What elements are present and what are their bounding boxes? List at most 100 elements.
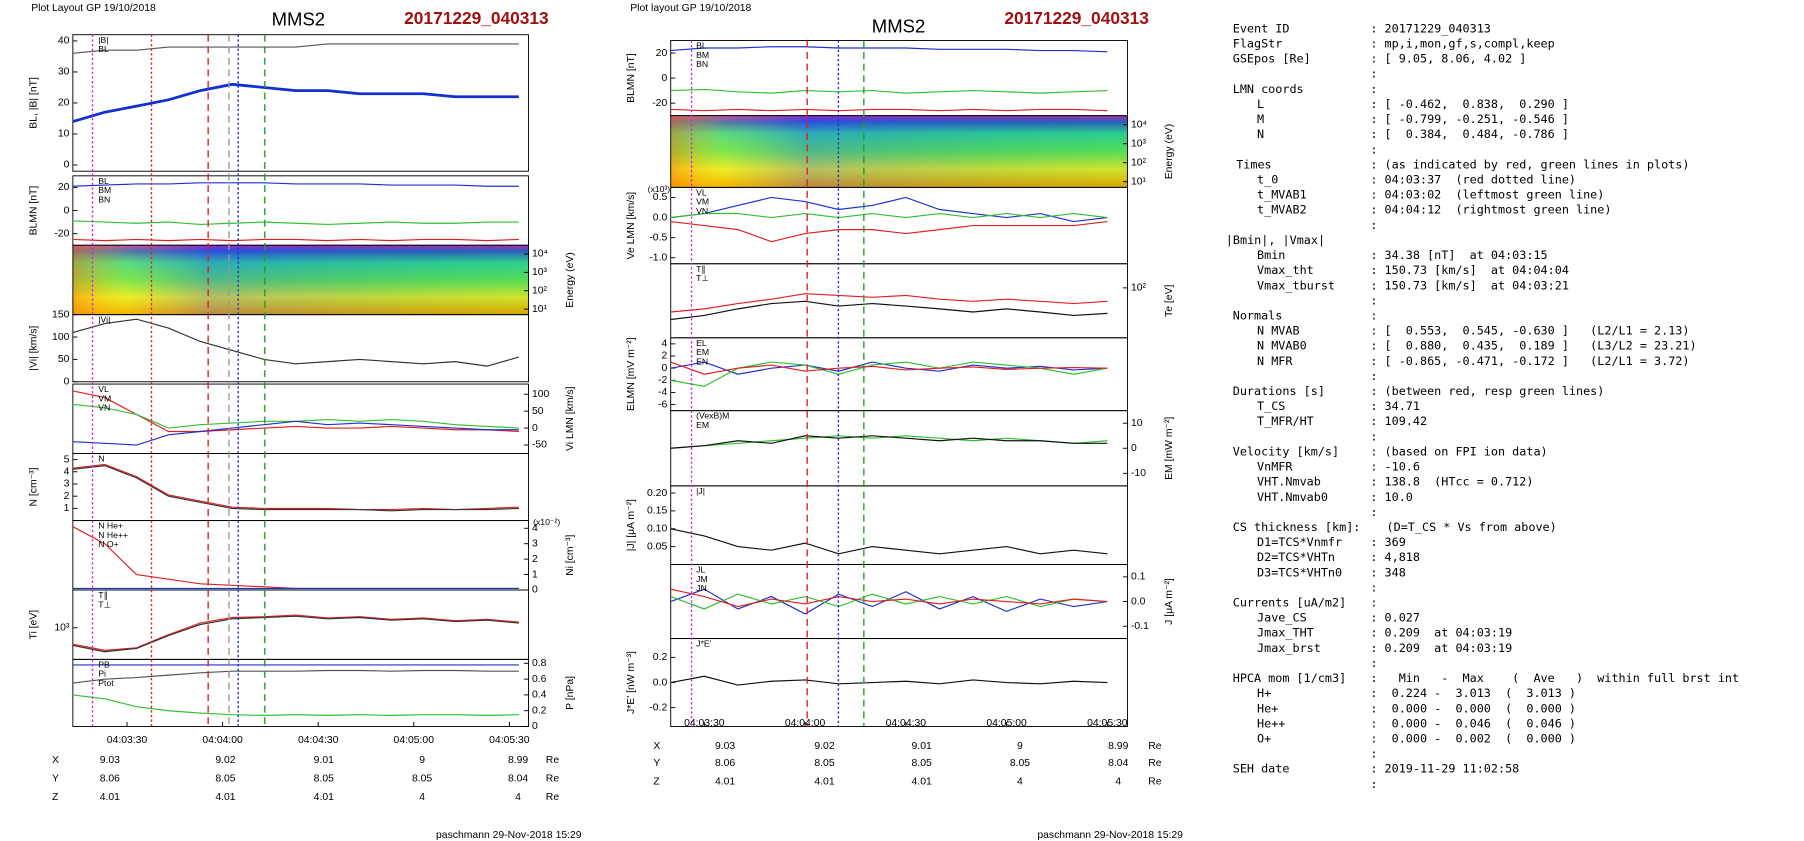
x-tick-label: 04:03:30 [107,735,148,746]
info-value: : 0.027 [1370,611,1420,625]
y-tick-label: -20 [54,228,69,239]
info-key: Jmax_THT [1257,626,1314,640]
legend-entry: Pi [98,669,106,679]
y-tick-label: 0 [532,721,538,732]
series-line [670,212,1108,219]
orbit-cell: Re [546,773,560,784]
info-value: : 10.0 [1370,490,1413,504]
info-value: : 04:03:37 (red dotted line) [1370,172,1576,186]
info-value: : 0.000 - 0.000 ( 0.000 ) [1370,701,1576,715]
info-value: : [1370,580,1377,594]
y-axis-label: J*E' [nW m⁻³] [626,651,637,714]
info-value: : -10.6 [1370,460,1420,474]
orbit-cell: Z [52,792,59,803]
info-key: GSEpos [Re] [1233,52,1311,66]
footer: paschmann 29-Nov-2018 15:29 [436,830,582,841]
legend-entry: N O+ [98,539,118,549]
info-value: : [1370,505,1377,519]
orbit-cell: Re [1148,741,1162,752]
info-value: : [ -0.865, -0.471, -0.172 ] (L2/L1 = 3.… [1370,354,1689,368]
series-line [670,588,1108,608]
info-value: : [1370,656,1377,670]
series-line [72,614,519,651]
y-tick-label: 40 [58,36,70,47]
orbit-cell: 4.01 [715,777,735,788]
plot-header: Plot Layout GP 19/10/2018 [31,3,156,14]
series-line [670,588,1108,615]
orbit-cell: 8.05 [814,758,834,769]
legend-entry: J*E' [696,639,711,649]
info-value: : [ 0.880, 0.435, 0.189 ] (L3/L2 = 23.21… [1370,339,1696,353]
info-key: N MVAB [1257,324,1300,338]
info-key: Velocity [km/s] [1233,444,1339,458]
info-key: N MVAB0 [1257,339,1307,353]
y-tick-label: 10⁴ [532,249,548,260]
spectrogram-overlay [670,115,1128,188]
series-line [72,615,519,653]
info-key: Normals [1233,308,1283,322]
info-key: O+ [1257,731,1271,745]
orbit-cell: 9.02 [215,755,235,766]
series-line [670,300,1108,321]
legend-entry: VM [98,393,111,403]
info-key: Durations [s] [1233,384,1325,398]
info-key: D1=TCS*Vnmfr [1257,535,1342,549]
legend-entry: (VexB)M [696,411,729,421]
series-line [72,465,519,512]
panel: 0 50 100 150 |Vi| [km/s] |Vi| [28,309,529,387]
info-key: SEH date [1233,762,1290,776]
legend-entry: T⊥ [696,273,709,283]
orbit-cell: 4.01 [814,777,834,788]
plot-title: MMS2 [872,16,925,37]
info-value: : 109.42 [1370,414,1427,428]
x-tick-label: 04:05:30 [1087,718,1128,729]
y-tick-label: 1 [532,569,538,580]
info-value: : 2019-11-29 11:02:58 [1370,762,1519,776]
y-tick-label: 100 [52,332,70,343]
legend-entry: T⊥ [98,599,111,609]
y-tick-label: -20 [652,98,667,109]
legend-entry: VN [696,206,708,216]
panel-frame [670,410,1128,487]
orbit-cell: Re [546,792,560,803]
info-value: : 138.8 (HTcc = 0.712) [1370,475,1533,489]
y-axis-label: P [nPa] [565,676,576,710]
series-line [72,82,519,123]
y-tick-label: 10¹ [1131,176,1147,187]
panel: 10¹ 10² 10³ 10⁴ Energy (eV) [670,115,1175,188]
orbit-cell: 4.01 [912,777,932,788]
series-line [670,46,1108,53]
info-key: Bmin [1257,248,1285,262]
y-tick-label: 0.2 [653,652,668,663]
x-tick-label: 04:04:00 [202,735,243,746]
series-line [72,420,519,446]
axis-note: (x10⁻²) [533,517,560,527]
panel-frame [72,520,529,591]
info-key: L [1257,97,1264,111]
y-tick-label: 2 [64,491,70,502]
info-key: Currents [uA/m2] [1233,596,1346,610]
y-tick-label: 50 [532,406,544,417]
y-tick-label: 10⁴ [1131,119,1147,130]
series-line [72,318,520,367]
spectrogram-overlay [72,245,529,315]
legend-entry: N He++ [98,530,128,540]
y-tick-label: 10² [532,285,548,296]
series-line [670,435,1108,449]
y-axis-label: Ti [eV] [28,610,39,640]
series-line [72,220,519,226]
legend-entry: |J| [696,486,705,496]
legend-entry: BN [98,194,110,204]
info-value: : 0.209 at 04:03:19 [1370,626,1512,640]
info-key: T_CS [1257,399,1285,413]
panel: -10 0 10 EM [mW m⁻²] (VexB)MEM [670,410,1175,487]
info-value: : 369 [1370,535,1405,549]
orbit-cell: 8.05 [912,758,932,769]
